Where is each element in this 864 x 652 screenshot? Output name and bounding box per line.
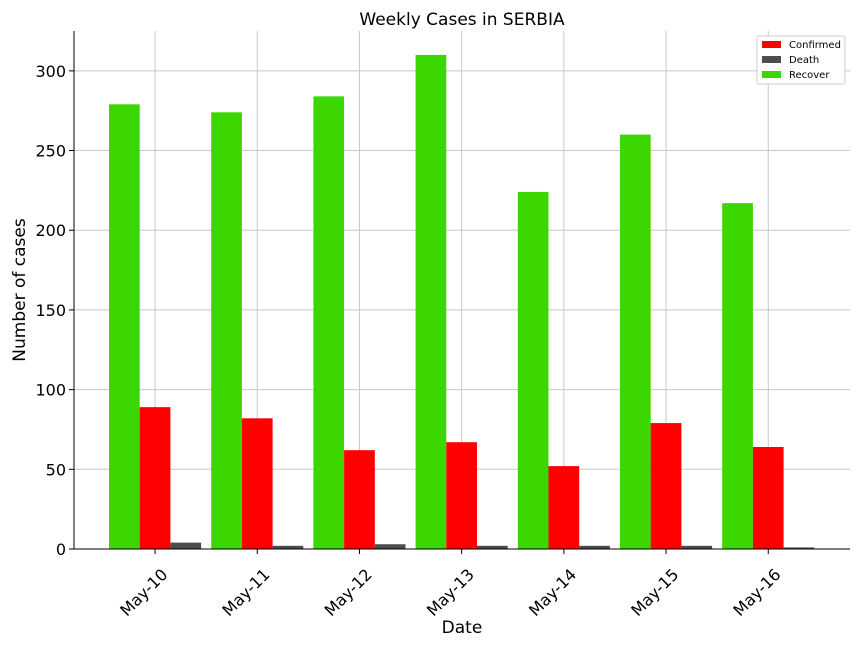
bar-death-may-13 (477, 545, 508, 549)
bar-recover-may-13 (415, 54, 447, 550)
bar-confirmed-may-12 (344, 450, 375, 549)
y-tick-label: 250 (35, 142, 66, 161)
legend-label-confirmed: Confirmed (789, 40, 841, 51)
legend: Confirmed Death Recover (756, 35, 846, 85)
bar-death-may-14 (579, 545, 610, 549)
bar-confirmed-may-13 (446, 442, 477, 549)
bar-confirmed-may-14 (548, 466, 580, 549)
x-tick-label: May-16 (729, 565, 784, 620)
x-tick-label: May-11 (218, 565, 273, 620)
bar-death-may-16 (783, 547, 815, 549)
bars-layer (109, 54, 815, 550)
x-tick-label: May-10 (116, 565, 171, 620)
x-tick-label: May-14 (525, 565, 580, 620)
bar-confirmed-may-15 (650, 423, 682, 549)
bar-confirmed-may-11 (241, 418, 273, 549)
bar-recover-may-16 (722, 203, 753, 550)
bar-recover-may-12 (313, 96, 345, 550)
bar-recover-may-15 (620, 134, 651, 549)
bar-death-may-10 (170, 542, 202, 549)
y-tick-label: 100 (35, 381, 66, 400)
bar-confirmed-may-16 (752, 446, 784, 549)
chart-title: Weekly Cases in SERBIA (359, 10, 565, 30)
x-tick-label: May-15 (627, 565, 682, 620)
y-tick-label: 50 (46, 460, 66, 479)
y-axis-title: Number of cases (10, 218, 30, 362)
bar-death-may-15 (681, 545, 713, 549)
legend-label-recover: Recover (789, 70, 830, 81)
bar-recover-may-10 (109, 104, 140, 549)
x-tick-label: May-12 (321, 565, 376, 620)
bar-death-may-12 (374, 544, 406, 549)
legend-swatch-death (762, 56, 781, 63)
y-tick-label: 200 (35, 221, 66, 240)
x-tick-label: May-13 (423, 565, 478, 620)
bar-recover-may-11 (211, 112, 242, 549)
y-tick-label: 0 (56, 540, 66, 559)
bar-recover-may-14 (517, 191, 549, 549)
legend-swatch-confirmed (762, 41, 781, 48)
y-tick-label: 150 (35, 301, 66, 320)
legend-label-death: Death (789, 55, 819, 66)
legend-swatch-recover (762, 71, 781, 78)
x-axis-title: Date (442, 618, 483, 638)
y-tick-label: 300 (35, 62, 66, 81)
bar-death-may-11 (272, 545, 304, 549)
bar-confirmed-may-10 (139, 407, 171, 549)
